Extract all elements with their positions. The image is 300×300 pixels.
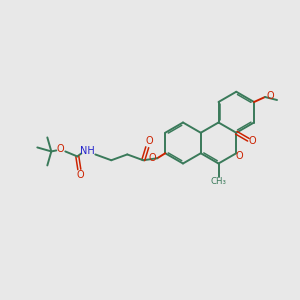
Text: CH₃: CH₃ bbox=[211, 177, 226, 186]
Text: NH: NH bbox=[80, 146, 95, 156]
Text: O: O bbox=[146, 136, 153, 146]
Text: O: O bbox=[148, 153, 156, 163]
Text: O: O bbox=[249, 136, 256, 146]
Text: O: O bbox=[266, 91, 274, 101]
Text: O: O bbox=[76, 170, 84, 180]
Text: O: O bbox=[56, 144, 64, 154]
Text: O: O bbox=[236, 151, 243, 161]
